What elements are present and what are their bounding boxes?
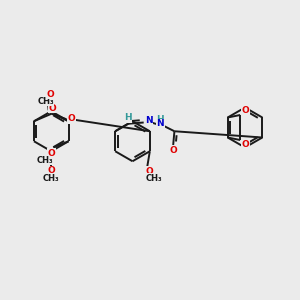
Text: O: O [47,166,55,175]
Text: O: O [242,106,250,115]
Text: H: H [157,115,164,124]
Text: N: N [157,119,164,128]
Text: N: N [145,116,152,125]
Text: O: O [242,140,250,149]
Text: O: O [68,114,75,123]
Text: O: O [48,148,56,158]
Text: H: H [124,113,132,122]
Text: CH₃: CH₃ [37,97,54,106]
Text: O: O [169,146,177,155]
Text: CH₃: CH₃ [37,156,53,165]
Text: CH₃: CH₃ [43,174,60,183]
Text: O: O [146,167,154,176]
Text: O: O [48,104,56,113]
Text: CH₃: CH₃ [145,174,162,183]
Text: O: O [46,90,54,99]
